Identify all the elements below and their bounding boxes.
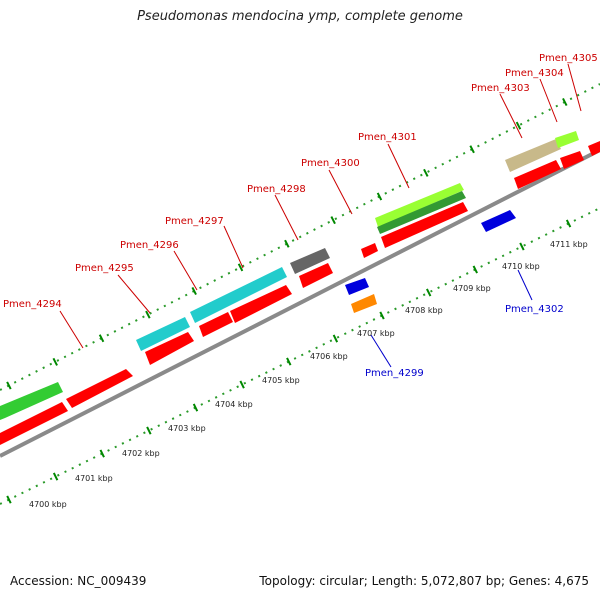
tick-mark bbox=[99, 449, 105, 458]
cds-arrow bbox=[145, 332, 194, 365]
tick-mark bbox=[286, 357, 292, 366]
gene-label: Pmen_4294 bbox=[3, 299, 62, 310]
tick-mark bbox=[565, 219, 572, 228]
tick-mark bbox=[146, 426, 152, 435]
tick-mark bbox=[237, 263, 244, 272]
scale-label: 4711 kbp bbox=[550, 240, 588, 249]
scale-label: 4705 kbp bbox=[262, 376, 300, 385]
tick-mark bbox=[330, 216, 336, 225]
cds-arrow bbox=[588, 141, 600, 156]
tick-mark bbox=[98, 334, 105, 343]
tick-mark bbox=[52, 472, 59, 481]
tick-mark bbox=[6, 381, 12, 390]
gene-label: Pmen_4305 bbox=[539, 53, 598, 64]
tick-mark bbox=[426, 288, 432, 297]
gene-label: Pmen_4301 bbox=[358, 132, 417, 143]
gene-orange bbox=[351, 294, 377, 313]
gene-label: Pmen_4299 bbox=[365, 368, 424, 379]
cog-forward-track bbox=[0, 131, 579, 420]
gene-label: Pmen_4303 bbox=[471, 83, 530, 94]
scale-label: 4700 kbp bbox=[29, 500, 67, 509]
scale-label: 4704 kbp bbox=[215, 400, 253, 409]
genome-backbone bbox=[0, 148, 600, 458]
lower-scale-track bbox=[0, 207, 600, 505]
scale-label: 4707 kbp bbox=[357, 329, 395, 338]
cds-arrow bbox=[514, 160, 561, 189]
gene-lime bbox=[555, 131, 579, 148]
tick-mark bbox=[191, 286, 197, 295]
scale-ticks bbox=[6, 97, 572, 504]
cds-forward-track bbox=[0, 141, 600, 445]
tick-mark bbox=[472, 265, 478, 274]
scale-label: 4708 kbp bbox=[405, 306, 443, 315]
cds-arrow bbox=[381, 202, 468, 248]
gene-label: Pmen_4300 bbox=[301, 158, 360, 169]
scale-label: 4703 kbp bbox=[168, 424, 206, 433]
cds-arrow bbox=[66, 369, 133, 408]
cds-arrow bbox=[230, 285, 292, 323]
gene-label: Pmen_4302 bbox=[505, 304, 564, 315]
tick-mark bbox=[376, 192, 383, 201]
forward-callouts bbox=[59, 63, 582, 349]
tick-mark bbox=[284, 239, 290, 248]
tick-mark bbox=[145, 310, 151, 319]
reverse-callouts bbox=[370, 269, 533, 368]
tick-mark bbox=[519, 242, 525, 251]
scale-label: 4709 kbp bbox=[453, 284, 491, 293]
gene-lime bbox=[375, 183, 464, 227]
scale-label: 4702 kbp bbox=[122, 449, 160, 458]
gene-tan bbox=[505, 139, 561, 172]
gene-cyan bbox=[190, 267, 287, 323]
accession-text: Accession: NC_009439 bbox=[10, 574, 147, 588]
tick-mark bbox=[379, 311, 385, 320]
tick-mark bbox=[423, 168, 429, 177]
scale-label: 4710 kbp bbox=[502, 262, 540, 271]
gene-blue bbox=[345, 278, 369, 295]
tick-mark bbox=[515, 121, 522, 130]
tick-mark bbox=[192, 403, 199, 412]
tick-mark bbox=[239, 380, 245, 389]
tick-mark bbox=[6, 495, 12, 504]
gene-green-dark bbox=[377, 191, 466, 234]
cds-arrow bbox=[199, 312, 233, 337]
gene-gray bbox=[290, 248, 330, 274]
cds-arrow bbox=[299, 263, 333, 288]
scale-label: 4701 kbp bbox=[75, 474, 113, 483]
gene-label: Pmen_4295 bbox=[75, 263, 134, 274]
gene-green bbox=[0, 382, 63, 420]
gene-label: Pmen_4296 bbox=[120, 240, 179, 251]
gene-label: Pmen_4298 bbox=[247, 184, 306, 195]
cds-arrow bbox=[361, 243, 378, 258]
topology-text: Topology: circular; Length: 5,072,807 bp… bbox=[259, 574, 589, 588]
tick-mark bbox=[52, 357, 58, 366]
gene-blue bbox=[481, 210, 516, 232]
gene-label: Pmen_4297 bbox=[165, 216, 224, 227]
cds-reverse-track bbox=[345, 210, 516, 313]
cds-arrow bbox=[0, 402, 68, 445]
gene-label: Pmen_4304 bbox=[505, 68, 564, 79]
upper-tick-track bbox=[0, 83, 600, 391]
gene-cyan bbox=[136, 317, 190, 351]
map-title: Pseudomonas mendocina ymp, complete geno… bbox=[137, 9, 463, 24]
scale-label: 4706 kbp bbox=[310, 352, 348, 361]
cds-arrow bbox=[560, 151, 584, 169]
tick-mark bbox=[562, 97, 568, 106]
tick-mark bbox=[332, 334, 339, 343]
tick-mark bbox=[469, 145, 475, 154]
